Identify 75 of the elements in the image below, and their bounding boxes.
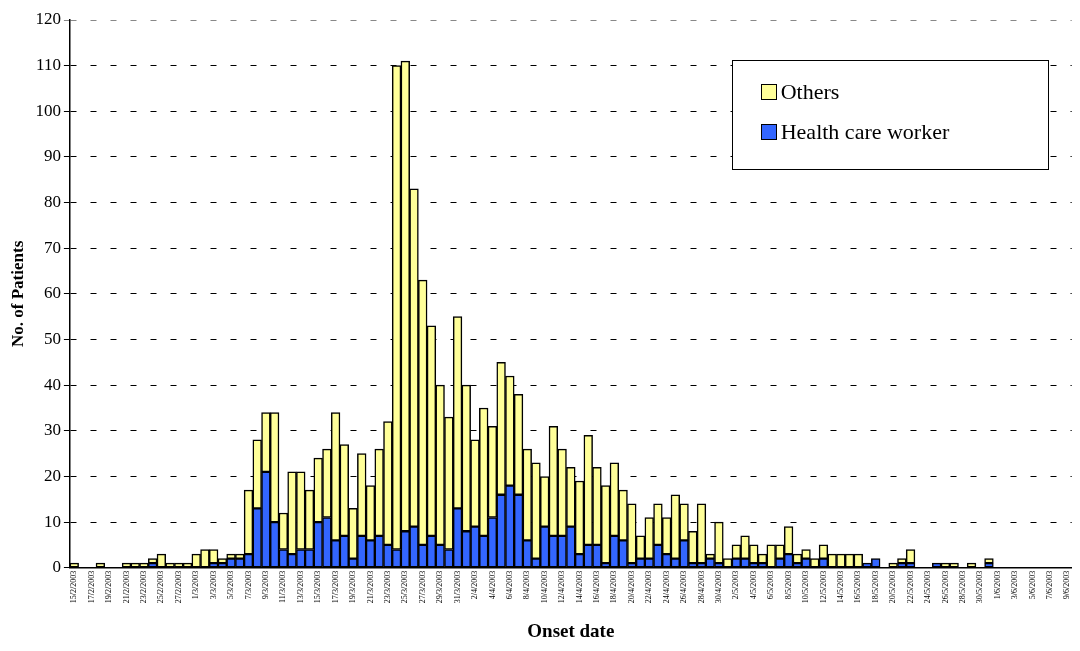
y-tick-label: 110 <box>36 55 61 75</box>
x-tick-label: 19/2/2003 <box>104 570 114 604</box>
x-tick-label: 30/4/2003 <box>714 570 724 604</box>
x-tick-label: 14/5/2003 <box>835 570 845 604</box>
y-tick-label: 120 <box>35 9 61 29</box>
x-tick-label: 14/4/2003 <box>574 570 584 604</box>
x-tick-label: 5/3/2003 <box>226 570 236 600</box>
y-tick-label: 100 <box>35 100 61 120</box>
x-tick-label: 18/5/2003 <box>870 570 880 604</box>
y-tick-label: 30 <box>43 420 61 440</box>
x-tick-label: 28/4/2003 <box>696 570 706 604</box>
y-tick-label: 70 <box>43 237 61 257</box>
x-tick-label: 3/3/2003 <box>208 570 218 600</box>
x-tick-label: 22/5/2003 <box>905 570 915 604</box>
x-tick-label: 2/4/2003 <box>470 570 480 600</box>
x-tick-label: 30/5/2003 <box>975 570 985 604</box>
y-tick-label: 40 <box>43 374 61 394</box>
x-tick-label: 5/6/2003 <box>1027 570 1037 600</box>
x-tick-label: 23/2/2003 <box>139 570 149 604</box>
x-tick-label: 3/6/2003 <box>1010 570 1020 600</box>
x-tick-label: 18/4/2003 <box>609 570 619 604</box>
x-tick-label: 29/3/2003 <box>435 570 445 604</box>
x-tick-label: 20/4/2003 <box>626 570 636 604</box>
x-tick-label: 25/2/2003 <box>156 570 166 604</box>
x-tick-label: 16/5/2003 <box>853 570 863 604</box>
x-tick-label: 9/6/2003 <box>1062 570 1072 600</box>
x-tick-label: 8/4/2003 <box>522 570 532 600</box>
x-tick-label: 9/3/2003 <box>261 570 270 600</box>
x-tick-label: 23/3/2003 <box>382 570 392 604</box>
x-tick-label: 26/4/2003 <box>679 570 689 604</box>
x-tick-label: 20/5/2003 <box>888 570 898 604</box>
x-tick-label: 16/4/2003 <box>592 570 602 604</box>
x-tick-label: 11/3/2003 <box>278 570 288 603</box>
y-tick-label: 50 <box>43 328 61 348</box>
x-tick-label: 6/5/2003 <box>766 570 776 600</box>
x-tick-label: 4/4/2003 <box>487 570 497 600</box>
x-tick-label: 15/2/2003 <box>69 570 79 604</box>
x-tick-label: 7/3/2003 <box>243 570 253 600</box>
x-tick-label: 2/5/2003 <box>731 570 741 600</box>
legend-label: Others <box>780 79 840 105</box>
y-tick-label: 60 <box>43 283 61 303</box>
y-tick-label: 80 <box>43 192 61 212</box>
y-tick-label: 20 <box>43 465 61 485</box>
x-tick-label: 8/5/2003 <box>783 570 793 600</box>
y-tick-label: 10 <box>43 511 61 531</box>
x-tick-label: 13/3/2003 <box>295 570 305 604</box>
x-tick-label: 6/4/2003 <box>504 570 514 600</box>
x-tick-label: 1/6/2003 <box>992 570 1002 600</box>
y-axis-title: No. of Patients <box>7 240 27 347</box>
x-tick-label: 24/4/2003 <box>661 570 671 604</box>
x-tick-label: 31/3/2003 <box>452 570 462 604</box>
x-tick-label: 24/5/2003 <box>923 570 933 604</box>
x-tick-label: 25/3/2003 <box>400 570 410 604</box>
x-tick-label: 10/4/2003 <box>539 570 549 604</box>
x-tick-label: 17/3/2003 <box>330 570 340 604</box>
x-tick-label: 27/2/2003 <box>173 570 183 604</box>
x-tick-label: 26/5/2003 <box>940 570 950 604</box>
y-tick-label: 0 <box>52 557 61 577</box>
x-tick-label: 19/3/2003 <box>348 570 358 604</box>
x-tick-label: 12/4/2003 <box>557 570 567 604</box>
x-tick-label: 15/3/2003 <box>313 570 323 604</box>
x-tick-label: 10/5/2003 <box>801 570 811 604</box>
x-tick-label: 12/5/2003 <box>818 570 828 604</box>
x-tick-label: 4/5/2003 <box>748 570 758 600</box>
x-axis-title: Onset date <box>527 619 615 641</box>
x-tick-label: 27/3/2003 <box>417 570 427 604</box>
y-tick-label: 90 <box>43 146 61 166</box>
x-tick-label: 22/4/2003 <box>644 570 654 604</box>
x-tick-label: 1/3/2003 <box>191 570 201 600</box>
x-tick-label: 28/5/2003 <box>957 570 967 604</box>
x-tick-label: 17/2/2003 <box>86 570 96 604</box>
x-tick-label: 21/3/2003 <box>365 570 375 604</box>
legend-label: Health care worker <box>780 119 950 145</box>
x-tick-label: 7/6/2003 <box>1045 570 1055 600</box>
x-tick-label: 21/2/2003 <box>121 570 131 604</box>
